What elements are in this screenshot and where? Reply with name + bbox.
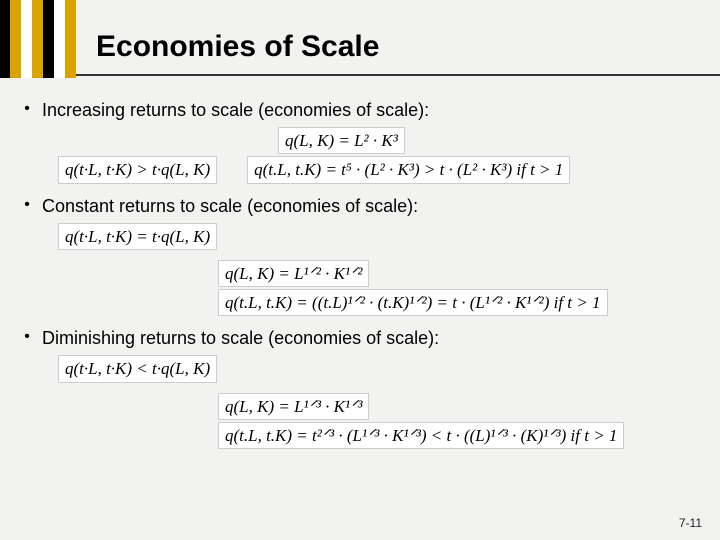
bullet-item: • Increasing returns to scale (economies… <box>18 100 702 184</box>
bullet-item: • Diminishing returns to scale (economie… <box>18 328 702 449</box>
equation-box: q(L, K) = L¹ᐟ² · K¹ᐟ² <box>218 260 369 287</box>
equation-box: q(L, K) = L¹ᐟ³ · K¹ᐟ³ <box>218 393 369 420</box>
decorative-stripes <box>0 0 76 78</box>
bullet-marker: • <box>18 196 36 214</box>
slide-header: Economies of Scale <box>0 0 720 78</box>
bullet-text: Diminishing returns to scale (economies … <box>42 328 439 349</box>
equation-box: q(t·L, t·K) > t·q(L, K) <box>58 156 217 183</box>
bullet-text: Increasing returns to scale (economies o… <box>42 100 429 121</box>
bullet-item: • Constant returns to scale (economies o… <box>18 196 702 317</box>
bullet-text: Constant returns to scale (economies of … <box>42 196 418 217</box>
equation-box: q(t·L, t·K) = t·q(L, K) <box>58 223 217 250</box>
equation-box: q(L, K) = L² · K³ <box>278 127 405 154</box>
equation-box: q(t.L, t.K) = t⁵ · (L² · K³) > t · (L² ·… <box>247 156 570 183</box>
equation-box: q(t·L, t·K) < t·q(L, K) <box>58 355 217 382</box>
page-number: 7-11 <box>679 516 702 530</box>
slide-content: • Increasing returns to scale (economies… <box>0 78 720 449</box>
bullet-marker: • <box>18 328 36 346</box>
equation-box: q(t.L, t.K) = t²ᐟ³ · (L¹ᐟ³ · K¹ᐟ³) < t ·… <box>218 422 624 449</box>
bullet-marker: • <box>18 100 36 118</box>
horizontal-rule <box>76 74 720 76</box>
slide-title: Economies of Scale <box>96 30 379 64</box>
equation-box: q(t.L, t.K) = ((t.L)¹ᐟ² · (t.K)¹ᐟ²) = t … <box>218 289 608 316</box>
